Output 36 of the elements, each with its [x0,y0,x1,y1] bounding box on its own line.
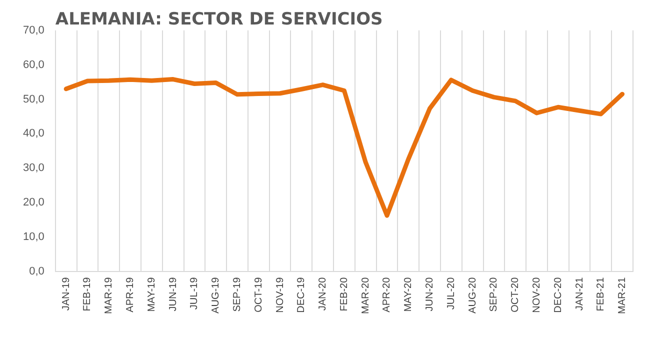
x-tick-label: MAY-19 [146,276,158,312]
y-tick-label: 50,0 [22,93,44,106]
x-tick-label: NOV-20 [531,276,542,313]
x-tick-label: DEC-19 [296,276,308,313]
y-tick-label: 10,0 [22,230,44,243]
x-tick-label: FEB-20 [338,276,350,312]
x-tick-label: APR-20 [382,276,393,312]
x-tick-label: FEB-19 [82,276,94,312]
x-tick-label: NOV-19 [274,276,286,313]
chart-title: ALEMANIA: SECTOR DE SERVICIOS [55,10,383,30]
x-tick-label: MAR-21 [617,276,628,314]
x-tick-label: OCT-19 [253,276,264,312]
x-tick-label: OCT-20 [510,276,522,312]
y-tick-label: 70,0 [22,24,44,36]
y-tick-label: 60,0 [22,58,44,71]
x-tick-label: JUN-20 [424,276,436,312]
x-tick-label: JAN-21 [574,276,586,311]
x-tick-label: AUG-19 [210,276,222,314]
x-tick-label: MAY-20 [403,276,414,312]
x-tick-label: APR-19 [125,276,136,312]
x-tick-label: MAR-19 [104,276,115,314]
x-tick-label: JUL-19 [189,276,200,310]
x-tick-label: JUN-19 [168,276,179,312]
x-tick-label: SEP-19 [232,276,243,312]
x-tick-label: JAN-19 [60,276,72,311]
y-tick-label: 20,0 [22,196,44,209]
x-tick-label: SEP-20 [488,276,500,312]
x-tick-label: MAR-20 [360,276,372,314]
x-tick-label: FEB-21 [596,276,607,312]
x-tick-label: JUL-20 [446,276,457,310]
y-tick-label: 40,0 [22,128,44,140]
x-tick-label: JAN-20 [318,276,329,311]
x-tick-label: AUG-20 [467,276,478,314]
y-tick-label: 0,0 [29,265,44,278]
x-tick-label: DEC-20 [552,276,564,313]
y-tick-label: 30,0 [22,162,44,174]
